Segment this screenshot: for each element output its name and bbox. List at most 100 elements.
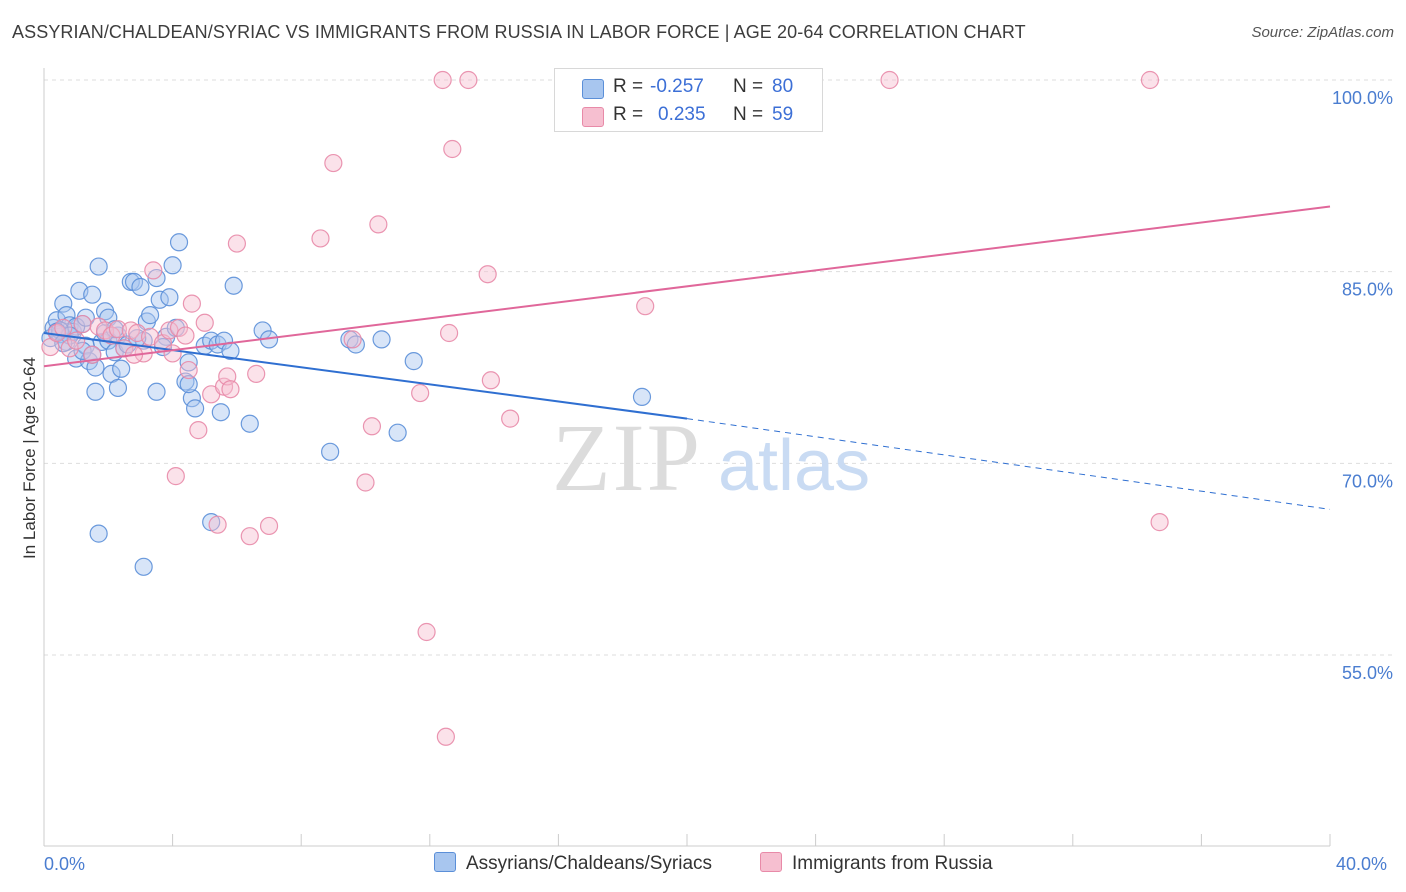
legend-swatch-blue [434,852,456,872]
data-point-assyrians [147,382,166,401]
data-point-russia [443,139,462,159]
y-tick-label: 100.0% [1332,88,1393,108]
data-point-assyrians [179,353,198,372]
data-point-assyrians [224,276,243,295]
data-point-russia [179,360,198,380]
data-point-russia [481,371,500,390]
data-point-assyrians [321,442,340,461]
legend-row-assyrians: R = -0.257 N = 80 [555,73,822,101]
data-point-assyrians [108,378,128,398]
data-point-russia [636,297,655,316]
data-point-russia [144,261,163,280]
data-point-assyrians [89,257,108,276]
data-point-russia [182,294,201,313]
data-point-assyrians [54,294,73,313]
watermark: ZIP atlas [552,404,870,511]
data-point-russia [369,215,388,234]
legend-swatch-pink [582,107,604,127]
data-point-russia [163,344,182,363]
data-point-assyrians [240,414,259,433]
data-point-russia [108,320,128,339]
watermark-zip: ZIP [552,404,702,511]
data-point-assyrians [176,372,195,391]
data-point-russia [459,70,478,90]
data-point-russia [195,313,214,332]
data-point-assyrians [346,335,365,354]
data-point-assyrians [163,256,182,275]
y-tick-label: 85.0% [1342,280,1393,300]
data-point-russia [240,527,259,546]
data-point-russia [259,516,279,536]
y-tick-label: 55.0% [1342,663,1393,683]
data-point-russia [324,153,343,173]
data-point-russia [362,417,382,436]
data-point-assyrians [160,288,179,307]
legend-r-label: R = [613,76,644,97]
data-point-russia [433,70,452,90]
legend-r-value: 0.235 [658,104,706,125]
legend-n-label: N = [733,76,764,97]
data-point-russia [247,364,266,383]
y-axis-label: In Labor Force | Age 20-64 [20,357,39,559]
data-point-assyrians [169,233,189,252]
data-point-russia [311,229,330,248]
legend-n-label: N = [733,104,764,125]
data-point-assyrians [83,285,102,304]
watermark-atlas: atlas [718,426,870,506]
data-point-assyrians [632,387,652,406]
data-point-russia [439,323,459,343]
y-tick-labels: 55.0% 70.0% 85.0% 100.0% [1332,88,1393,683]
legend-n-value: 80 [772,76,794,97]
legend-n-value: 59 [772,104,794,125]
data-point-russia [189,421,208,440]
legend-row-russia: R = 0.235 N = 59 [555,101,822,129]
data-point-russia [880,70,899,90]
data-point-russia [1140,70,1160,90]
trend-line-assyrians [43,332,688,420]
legend-r-value: -0.257 [650,76,704,97]
trend-line-assyrians-extrapolated [686,418,1331,510]
y-tick-label: 70.0% [1342,471,1393,491]
data-point-russia [436,727,455,746]
legend-label-assyrians: Assyrians/Chaldeans/Syriacs [466,853,713,874]
data-point-russia [176,326,195,345]
source-label: Source: ZipAtlas.com [1251,24,1394,41]
legend-label-russia: Immigrants from Russia [792,853,993,874]
data-point-russia [478,265,497,284]
legend-item-russia: Immigrants from Russia [760,852,993,875]
data-point-russia [221,380,240,399]
trend-lines [43,205,1331,510]
legend-stats: R = -0.257 N = 80 R = 0.235 N = 59 [554,68,823,132]
data-point-russia [73,314,92,334]
legend-item-assyrians: Assyrians/Chaldeans/Syriacs [434,852,712,875]
data-point-russia [166,467,185,486]
trend-line-russia [43,205,1331,368]
data-point-russia [501,409,520,428]
data-point-russia [417,622,436,642]
x-tick-label-max: 40.0% [1336,854,1387,874]
data-point-assyrians [134,557,153,576]
series-assyrians-points [41,233,652,576]
data-point-assyrians [131,277,150,297]
data-point-assyrians [372,330,391,349]
x-tick-marks [43,834,1331,846]
data-point-russia [411,383,430,403]
x-tick-label-min: 0.0% [44,854,85,874]
gridlines [44,79,1395,656]
data-point-assyrians [211,403,230,422]
data-point-assyrians [86,382,105,401]
data-point-russia [343,330,362,349]
data-point-russia [1150,513,1169,532]
legend-r-label: R = [613,104,644,125]
data-point-russia [356,473,375,492]
series-russia-points [41,70,1169,746]
chart-title: ASSYRIAN/CHALDEAN/SYRIAC VS IMMIGRANTS F… [12,22,1026,42]
data-point-assyrians [182,389,201,408]
data-point-assyrians [140,306,160,325]
data-point-assyrians [404,352,423,371]
data-point-assyrians [179,375,198,394]
data-point-assyrians [89,524,108,543]
data-point-russia [227,234,246,253]
data-point-assyrians [112,359,131,378]
